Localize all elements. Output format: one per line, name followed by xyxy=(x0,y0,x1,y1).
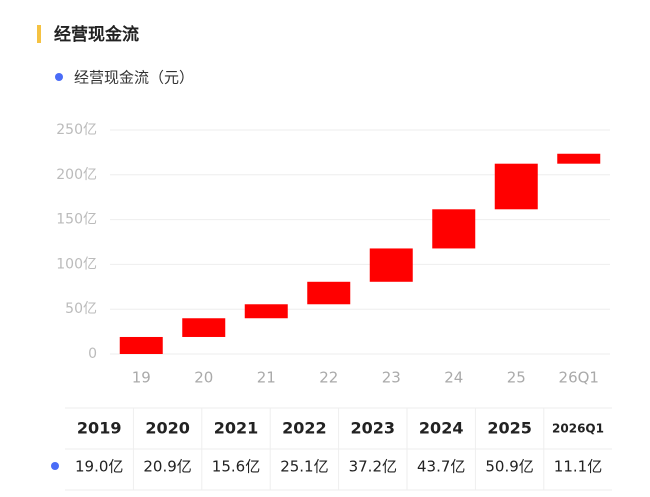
table-header: 2025 xyxy=(487,419,532,438)
bar xyxy=(494,163,538,210)
x-tick-label: 23 xyxy=(382,369,401,387)
x-tick-label: 25 xyxy=(507,369,526,387)
bar xyxy=(244,304,288,319)
bar xyxy=(369,248,413,282)
table-value: 11.1亿 xyxy=(554,458,602,476)
x-tick-label: 21 xyxy=(257,369,276,387)
table-value: 43.7亿 xyxy=(417,458,465,476)
x-tick-label: 26Q1 xyxy=(559,369,599,387)
table-header: 2024 xyxy=(419,419,464,438)
table-value: 37.2亿 xyxy=(349,458,397,476)
x-tick-label: 20 xyxy=(194,369,213,387)
bar xyxy=(307,281,351,305)
table-value: 25.1亿 xyxy=(280,458,328,476)
x-tick-label: 19 xyxy=(132,369,151,387)
bar xyxy=(182,318,226,337)
table-header: 2022 xyxy=(282,419,327,438)
x-tick-label: 22 xyxy=(319,369,338,387)
bar xyxy=(557,153,601,164)
bar xyxy=(432,209,476,249)
y-tick-label: 50亿 xyxy=(65,301,97,317)
table-header: 2019 xyxy=(77,419,122,438)
title-accent xyxy=(37,25,41,43)
y-tick-label: 0 xyxy=(88,346,97,362)
table-header: 2020 xyxy=(145,419,190,438)
table-header: 2021 xyxy=(214,419,259,438)
table-header: 2023 xyxy=(351,419,396,438)
legend-marker xyxy=(55,73,63,81)
chart-title: 经营现金流 xyxy=(54,24,139,45)
table-value: 15.6亿 xyxy=(212,458,260,476)
y-tick-label: 100亿 xyxy=(56,256,97,272)
table-header: 2026Q1 xyxy=(552,422,604,436)
y-tick-label: 250亿 xyxy=(56,122,97,138)
y-tick-label: 150亿 xyxy=(56,212,97,228)
x-tick-label: 24 xyxy=(444,369,463,387)
bar xyxy=(119,336,163,354)
y-tick-label: 200亿 xyxy=(56,167,97,183)
legend-label: 经营现金流（元） xyxy=(74,69,194,87)
table-value: 50.9亿 xyxy=(485,458,533,476)
table-marker xyxy=(51,462,59,470)
table-value: 19.0亿 xyxy=(75,458,123,476)
table-value: 20.9亿 xyxy=(143,458,191,476)
